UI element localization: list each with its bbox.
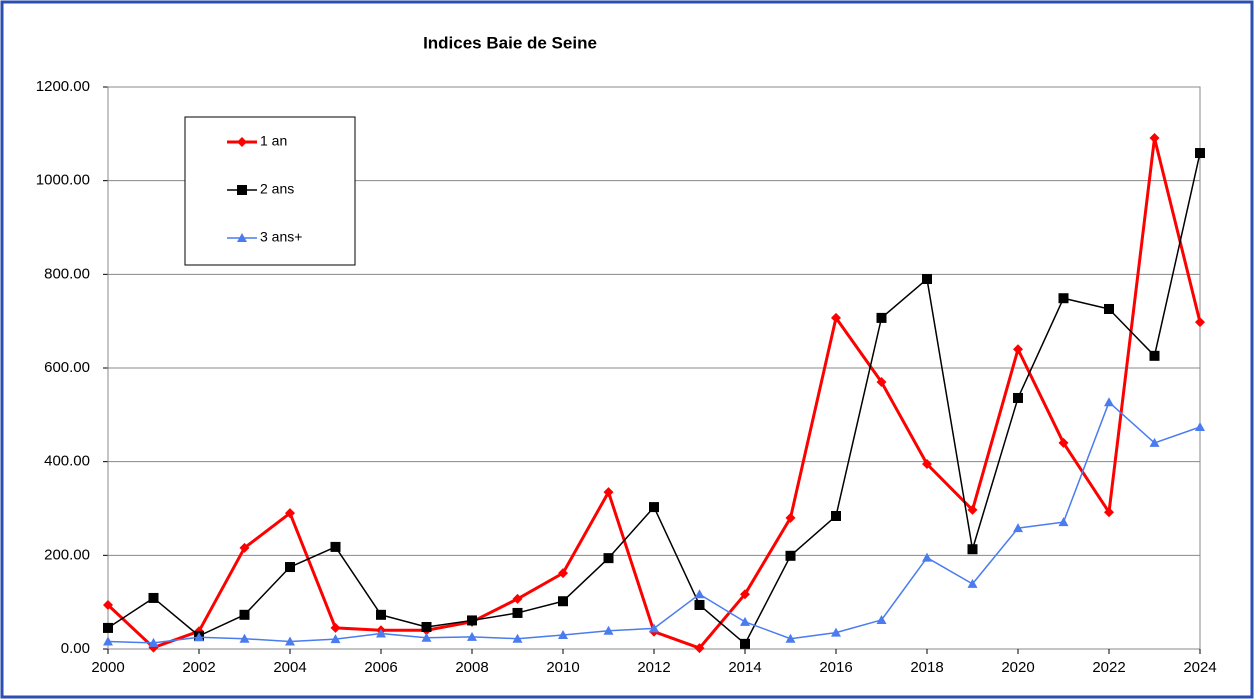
legend-label: 1 an xyxy=(260,133,287,149)
marker xyxy=(967,578,978,588)
marker xyxy=(1195,422,1205,432)
marker xyxy=(330,634,341,644)
marker xyxy=(237,185,247,195)
marker xyxy=(740,616,750,626)
x-tick-label: 2012 xyxy=(637,659,670,676)
marker xyxy=(239,633,250,643)
x-tick-label: 2018 xyxy=(910,659,943,676)
marker xyxy=(1195,317,1205,328)
marker xyxy=(512,593,523,604)
marker xyxy=(831,312,841,323)
y-tick-label: 200.00 xyxy=(44,546,90,563)
marker xyxy=(922,274,932,285)
marker xyxy=(103,599,113,610)
marker xyxy=(1013,392,1023,403)
x-tick-label: 2008 xyxy=(455,659,488,676)
marker xyxy=(239,609,250,620)
marker xyxy=(740,638,750,649)
marker xyxy=(330,541,341,552)
marker xyxy=(103,636,113,646)
marker xyxy=(421,621,432,632)
marker xyxy=(785,633,796,643)
marker xyxy=(967,504,978,515)
marker xyxy=(649,623,659,633)
marker xyxy=(512,607,523,618)
y-tick-label: 800.00 xyxy=(44,265,90,282)
y-tick-label: 600.00 xyxy=(44,359,90,376)
x-tick-label: 2002 xyxy=(182,659,215,676)
legend-label: 3 ans+ xyxy=(260,229,302,245)
y-tick-label: 400.00 xyxy=(44,453,90,470)
x-tick-label: 2000 xyxy=(91,659,124,676)
legend-label: 2 ans xyxy=(260,181,294,197)
marker xyxy=(285,562,295,573)
marker xyxy=(330,622,341,633)
x-tick-label: 2010 xyxy=(546,659,579,676)
marker xyxy=(694,643,705,654)
marker xyxy=(148,637,159,647)
marker xyxy=(376,628,386,638)
marker xyxy=(103,622,113,633)
marker xyxy=(148,592,159,603)
marker xyxy=(1195,148,1205,159)
marker xyxy=(922,552,932,562)
marker xyxy=(1058,293,1069,304)
marker xyxy=(785,512,796,523)
marker xyxy=(831,510,841,521)
legend-box xyxy=(184,116,356,266)
marker xyxy=(694,589,705,599)
marker xyxy=(1058,437,1069,448)
marker xyxy=(237,233,247,242)
marker xyxy=(376,609,386,620)
x-tick-label: 2014 xyxy=(728,659,761,676)
marker xyxy=(1058,517,1069,527)
marker xyxy=(1149,437,1160,447)
y-tick-label: 1200.00 xyxy=(36,78,90,95)
marker xyxy=(740,589,750,600)
marker xyxy=(1104,507,1114,518)
marker xyxy=(876,614,887,624)
marker xyxy=(876,377,887,388)
marker xyxy=(421,632,432,642)
marker xyxy=(558,568,568,579)
marker xyxy=(1104,397,1114,407)
x-tick-label: 2006 xyxy=(364,659,397,676)
marker xyxy=(649,502,659,513)
marker xyxy=(194,632,204,642)
marker xyxy=(785,550,796,561)
marker xyxy=(876,312,887,323)
marker xyxy=(603,625,614,635)
marker xyxy=(285,508,295,519)
x-tick-label: 2016 xyxy=(819,659,852,676)
x-tick-label: 2022 xyxy=(1092,659,1125,676)
chart-title: Indices Baie de Seine xyxy=(423,33,597,52)
marker xyxy=(1149,133,1160,144)
marker xyxy=(694,599,705,610)
marker xyxy=(239,542,250,553)
marker xyxy=(1013,344,1023,355)
marker xyxy=(467,631,477,641)
y-tick-label: 0.00 xyxy=(61,640,90,657)
marker xyxy=(285,636,295,646)
marker xyxy=(512,633,523,643)
marker xyxy=(1104,303,1114,314)
marker xyxy=(558,629,568,639)
marker xyxy=(922,459,932,470)
marker xyxy=(603,487,614,498)
x-tick-label: 2020 xyxy=(1001,659,1034,676)
x-tick-label: 2004 xyxy=(273,659,306,676)
marker xyxy=(1149,350,1160,361)
marker xyxy=(603,553,614,564)
marker xyxy=(831,627,841,637)
marker xyxy=(967,544,978,555)
marker xyxy=(467,615,477,626)
x-tick-label: 2024 xyxy=(1183,659,1216,676)
marker xyxy=(1013,523,1023,533)
marker xyxy=(237,137,247,147)
y-tick-label: 1000.00 xyxy=(36,172,90,189)
marker xyxy=(558,596,568,607)
